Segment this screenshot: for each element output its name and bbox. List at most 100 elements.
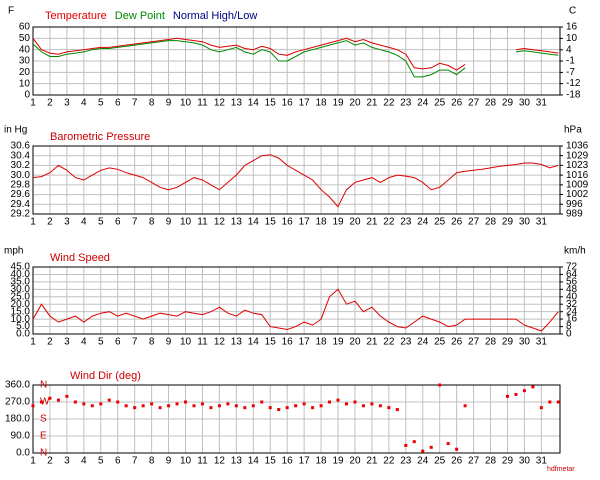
compass-label: W bbox=[40, 397, 50, 408]
x-tick-label: 18 bbox=[316, 217, 328, 228]
y2-tick-label: -1 bbox=[566, 56, 575, 67]
x-tick-label: 23 bbox=[400, 456, 412, 467]
y2-tick-label: 16 bbox=[566, 314, 578, 325]
wind-dir-point bbox=[514, 392, 518, 396]
y2-axis-label: km/h bbox=[564, 246, 586, 257]
y2-tick-label: 8 bbox=[566, 321, 572, 332]
x-tick-label: 13 bbox=[231, 456, 243, 467]
wind-dir-point bbox=[260, 400, 264, 404]
wind-dir-point bbox=[446, 442, 450, 446]
wind-dir-point bbox=[556, 400, 560, 404]
x-tick-label: 18 bbox=[316, 98, 328, 109]
wind-dir-point bbox=[421, 449, 425, 453]
x-tick-label: 25 bbox=[434, 98, 446, 109]
x-tick-label: 12 bbox=[214, 98, 226, 109]
x-tick-label: 15 bbox=[265, 337, 277, 348]
x-tick-label: 21 bbox=[366, 217, 378, 228]
wind-dir-point bbox=[319, 404, 323, 408]
x-tick-label: 24 bbox=[417, 456, 429, 467]
series-line bbox=[32, 40, 559, 78]
wind-dir-point bbox=[73, 400, 77, 404]
y2-tick-label: 1029 bbox=[566, 150, 589, 161]
y2-tick-label: -7 bbox=[566, 67, 575, 78]
y-tick-label: 60 bbox=[19, 22, 31, 33]
x-tick-label: 5 bbox=[98, 456, 104, 467]
x-tick-label: 20 bbox=[349, 98, 361, 109]
wind-dir-point bbox=[336, 398, 340, 402]
wind-dir-point bbox=[302, 402, 306, 406]
y-tick-label: 30.0 bbox=[11, 284, 31, 295]
wind-dir-point bbox=[438, 383, 442, 387]
y2-tick-label: 40 bbox=[566, 291, 578, 302]
y-axis-label: mph bbox=[4, 246, 23, 257]
x-tick-label: 23 bbox=[400, 337, 412, 348]
compass-label: N bbox=[40, 380, 47, 391]
x-tick-label: 10 bbox=[180, 217, 192, 228]
wind-dir-point bbox=[522, 389, 526, 393]
y2-tick-label: 16 bbox=[566, 22, 578, 33]
x-tick-label: 9 bbox=[166, 337, 172, 348]
wind-dir-point bbox=[31, 404, 35, 408]
x-tick-label: 5 bbox=[98, 98, 104, 109]
x-tick-label: 4 bbox=[81, 456, 87, 467]
x-tick-label: 15 bbox=[265, 217, 277, 228]
wind-dir-point bbox=[65, 394, 69, 398]
x-tick-label: 26 bbox=[451, 337, 463, 348]
y2-tick-label: 989 bbox=[566, 209, 583, 220]
y-tick-label: 10 bbox=[19, 78, 31, 89]
y-tick-label: 20 bbox=[19, 67, 31, 78]
y2-tick-label: 32 bbox=[566, 299, 578, 310]
y2-tick-label: 1016 bbox=[566, 170, 589, 181]
wind-dir-point bbox=[539, 406, 543, 410]
x-tick-label: 29 bbox=[502, 217, 514, 228]
y2-tick-label: 996 bbox=[566, 199, 583, 210]
wind-dir-point bbox=[251, 404, 255, 408]
chart-title: Wind Dir (deg) bbox=[70, 370, 141, 382]
y2-axis-label: C bbox=[569, 6, 576, 17]
x-tick-label: 30 bbox=[519, 217, 531, 228]
x-tick-label: 3 bbox=[64, 98, 70, 109]
y-tick-label: 45.0 bbox=[11, 262, 31, 273]
wind-dir-point bbox=[82, 402, 86, 406]
x-tick-label: 21 bbox=[366, 98, 378, 109]
x-tick-label: 31 bbox=[536, 217, 548, 228]
y2-axis-label: hPa bbox=[564, 125, 582, 136]
x-tick-label: 21 bbox=[366, 456, 378, 467]
wind-dir-point bbox=[243, 406, 247, 410]
y-tick-label: 0 bbox=[24, 90, 30, 101]
x-tick-label: 18 bbox=[316, 337, 328, 348]
x-tick-label: 28 bbox=[485, 337, 497, 348]
x-tick-label: 5 bbox=[98, 337, 104, 348]
y-tick-label: 29.8 bbox=[11, 179, 31, 190]
y-tick-label: 35.0 bbox=[11, 277, 31, 288]
x-tick-label: 23 bbox=[400, 217, 412, 228]
x-tick-label: 4 bbox=[81, 98, 87, 109]
x-tick-label: 18 bbox=[316, 456, 328, 467]
x-tick-label: 24 bbox=[417, 217, 429, 228]
x-tick-label: 1 bbox=[30, 456, 36, 467]
x-tick-label: 22 bbox=[383, 217, 395, 228]
x-tick-label: 29 bbox=[502, 456, 514, 467]
wind-dir-point bbox=[56, 398, 60, 402]
x-tick-label: 11 bbox=[197, 456, 208, 467]
x-tick-label: 13 bbox=[231, 217, 243, 228]
wind-dir-point bbox=[48, 396, 52, 400]
x-tick-label: 7 bbox=[132, 98, 138, 109]
wind-dir-point bbox=[311, 406, 315, 410]
x-tick-label: 7 bbox=[132, 217, 138, 228]
series-line bbox=[32, 288, 559, 332]
x-tick-label: 31 bbox=[536, 337, 548, 348]
x-tick-label: 17 bbox=[299, 217, 311, 228]
wind-dir-point bbox=[116, 400, 120, 404]
source-note: hdfmetar bbox=[547, 466, 575, 473]
wind-dir-point bbox=[107, 398, 111, 402]
x-tick-label: 6 bbox=[115, 217, 121, 228]
wind-dir-point bbox=[217, 404, 221, 408]
x-tick-label: 9 bbox=[166, 98, 172, 109]
x-tick-label: 1 bbox=[30, 98, 36, 109]
x-tick-label: 14 bbox=[248, 217, 260, 228]
plot-border bbox=[32, 384, 561, 454]
x-tick-label: 13 bbox=[231, 337, 243, 348]
wind-dir-point bbox=[328, 400, 332, 404]
wind-dir-point bbox=[277, 408, 281, 412]
